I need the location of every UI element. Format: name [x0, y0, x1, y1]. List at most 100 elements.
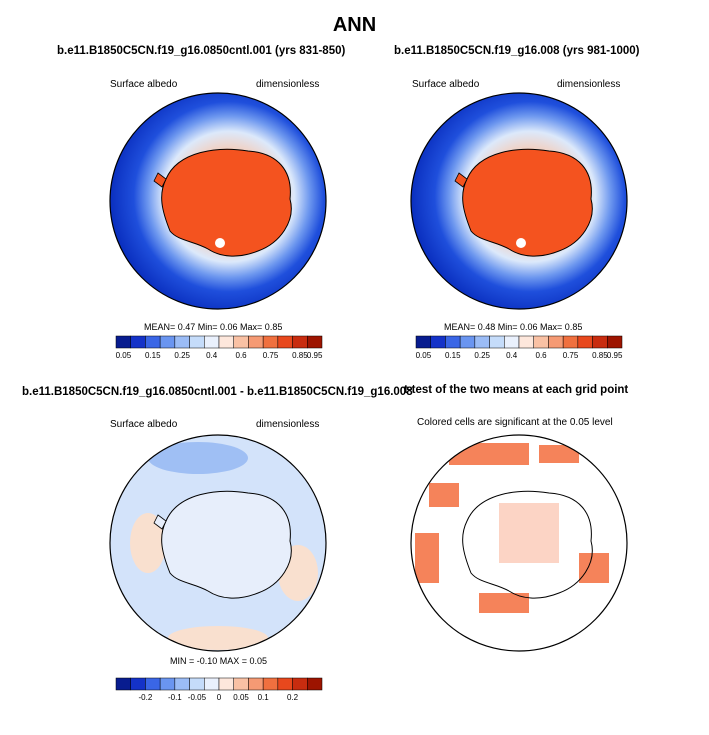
colorbar-swatch — [504, 335, 520, 349]
colorbar-tick-label: 0.15 — [145, 351, 161, 360]
colorbar-swatch — [592, 335, 608, 349]
colorbar-swatch — [204, 335, 220, 349]
colorbar-swatch — [189, 677, 205, 691]
panel1-colorbar: 0.05 0.15 0.25 0.4 0.6 0.75 0.85 0.95 — [115, 335, 323, 360]
colorbar-tick-label: 0.05 — [116, 351, 132, 360]
negative-anomaly — [148, 442, 248, 474]
colorbar-swatch — [174, 677, 190, 691]
figure-title: ANN — [332, 14, 377, 36]
colorbar-swatch — [445, 335, 461, 349]
panel4-subtitle: Colored cells are significant at the 0.0… — [417, 417, 613, 428]
colorbar-swatch — [262, 335, 279, 349]
colorbar-swatch — [262, 677, 279, 691]
colorbar-tick-label: 0.1 — [258, 693, 270, 702]
colorbar-swatch — [459, 335, 476, 349]
antarctica-continent — [161, 490, 292, 599]
panel1-variable-label: Surface albedo — [110, 79, 178, 90]
colorbar-tick-label: 0.25 — [474, 351, 490, 360]
colorbar-tick-label: 0.95 — [607, 351, 623, 360]
panel3-stats: MIN = -0.10 MAX = 0.05 — [170, 656, 268, 666]
colorbar-tick-label: 0.85 — [592, 351, 608, 360]
antarctic-peninsula — [153, 172, 167, 188]
panel2-stats: MEAN= 0.48 Min= 0.06 Max= 0.85 — [444, 322, 583, 332]
colorbar-swatch — [292, 335, 308, 349]
colorbar-swatch — [548, 335, 564, 349]
colorbar-swatch — [292, 677, 308, 691]
colorbar-swatch — [145, 335, 161, 349]
colorbar-swatch — [248, 335, 264, 349]
colorbar-swatch — [277, 677, 293, 691]
colorbar-tick-label: 0 — [217, 693, 222, 702]
colorbar-tick-label: 0.4 — [206, 351, 218, 360]
ice-shelf-notch — [516, 238, 526, 248]
colorbar-tick-label: 0.05 — [416, 351, 432, 360]
colorbar-tick-label: 0.05 — [233, 693, 249, 702]
colorbar-tick-label: 0.15 — [445, 351, 461, 360]
panel2-title: b.e11.B1850C5CN.f19_g16.008 (yrs 981-100… — [394, 45, 640, 57]
ice-shelf-notch — [215, 238, 225, 248]
colorbar-swatch — [307, 677, 323, 691]
significant-cells — [499, 503, 559, 563]
colorbar-tick-label: 0.95 — [307, 351, 323, 360]
antarctica-continent — [161, 148, 292, 257]
colorbar-swatch — [204, 677, 220, 691]
panel3-units-label: dimensionless — [256, 419, 320, 430]
panel3-colorbar: -0.2 -0.1 -0.05 0 0.05 0.1 0.2 — [115, 677, 323, 702]
colorbar-swatch — [115, 335, 131, 349]
colorbar-tick-label: -0.1 — [168, 693, 182, 702]
colorbar-tick-label: 0.2 — [287, 693, 299, 702]
colorbar-swatch — [233, 335, 249, 349]
significant-cells — [579, 553, 609, 583]
colorbar-swatch — [577, 335, 593, 349]
positive-anomaly — [130, 513, 166, 573]
colorbar-swatch — [218, 677, 234, 691]
antarctica-outline — [462, 490, 593, 599]
colorbar-swatch — [159, 677, 176, 691]
colorbar-swatch — [474, 335, 490, 349]
colorbar-tick-label: 0.25 — [174, 351, 190, 360]
panel2-variable-label: Surface albedo — [412, 79, 480, 90]
colorbar-swatch — [430, 335, 446, 349]
colorbar-tick-label: -0.2 — [139, 693, 153, 702]
colorbar-swatch — [489, 335, 505, 349]
panel2-map — [410, 92, 628, 310]
panel2-colorbar: 0.05 0.15 0.25 0.4 0.6 0.75 0.85 0.95 — [415, 335, 623, 360]
colorbar-swatch — [218, 335, 234, 349]
colorbar-swatch — [307, 335, 323, 349]
map-border — [109, 434, 327, 652]
panel1-map — [109, 92, 327, 310]
colorbar-tick-label: 0.6 — [236, 351, 248, 360]
colorbar-swatch — [248, 677, 264, 691]
colorbar-swatch — [233, 677, 249, 691]
colorbar-tick-label: 0.4 — [506, 351, 518, 360]
significance-field — [411, 435, 627, 651]
panel3-title: b.e11.B1850C5CN.f19_g16.0850cntl.001 - b… — [22, 386, 413, 398]
significant-cells — [539, 445, 579, 463]
map-border — [410, 92, 628, 310]
colorbar-swatch — [145, 677, 161, 691]
colorbar-swatch — [159, 335, 176, 349]
panel1-stats: MEAN= 0.47 Min= 0.06 Max= 0.85 — [144, 322, 283, 332]
colorbar-swatch — [533, 335, 549, 349]
antarctica-continent — [462, 148, 593, 257]
colorbar-tick-label: 0.6 — [536, 351, 548, 360]
panel3-variable-label: Surface albedo — [110, 419, 178, 430]
significant-cells — [479, 593, 529, 613]
panel4-map — [410, 434, 628, 652]
colorbar-swatch — [189, 335, 205, 349]
panel4-title: t-test of the two means at each grid poi… — [404, 384, 629, 396]
colorbar-swatch — [415, 335, 431, 349]
colorbar-tick-label: -0.05 — [188, 693, 207, 702]
colorbar-tick-label: 0.85 — [292, 351, 308, 360]
colorbar-swatch — [130, 335, 146, 349]
significant-cells — [429, 483, 459, 507]
positive-anomaly — [168, 626, 268, 650]
colorbar-tick-label: 0.75 — [263, 351, 279, 360]
colorbar-swatch — [115, 677, 131, 691]
map-border — [109, 92, 327, 310]
panel3-map — [109, 434, 327, 652]
colorbar-swatch — [518, 335, 534, 349]
colorbar-swatch — [277, 335, 293, 349]
colorbar-swatch — [562, 335, 579, 349]
significant-cells — [449, 443, 529, 465]
